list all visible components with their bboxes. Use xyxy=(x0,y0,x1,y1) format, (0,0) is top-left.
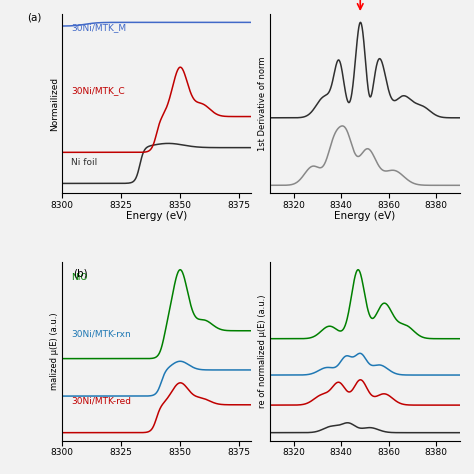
Text: Ni foil: Ni foil xyxy=(71,158,97,167)
Text: (a): (a) xyxy=(27,12,42,22)
Y-axis label: Normailized: Normailized xyxy=(50,77,59,131)
Text: NiO: NiO xyxy=(71,273,88,282)
Text: (b): (b) xyxy=(73,269,88,279)
Y-axis label: 1st Derivative of norm: 1st Derivative of norm xyxy=(258,56,267,151)
Y-axis label: malized μ(E) (a.u.): malized μ(E) (a.u.) xyxy=(50,312,59,390)
Text: 30Ni/MTK_M: 30Ni/MTK_M xyxy=(71,23,126,32)
X-axis label: Energy (eV): Energy (eV) xyxy=(126,211,187,221)
Text: 30Ni/MTK-red: 30Ni/MTK-red xyxy=(71,396,131,405)
Text: 30Ni/MTK_C: 30Ni/MTK_C xyxy=(71,86,125,95)
Y-axis label: re of normalized μ(E) (a.u.): re of normalized μ(E) (a.u.) xyxy=(258,294,267,408)
Text: 30Ni/MTK-rxn: 30Ni/MTK-rxn xyxy=(71,330,131,339)
X-axis label: Energy (eV): Energy (eV) xyxy=(334,211,396,221)
